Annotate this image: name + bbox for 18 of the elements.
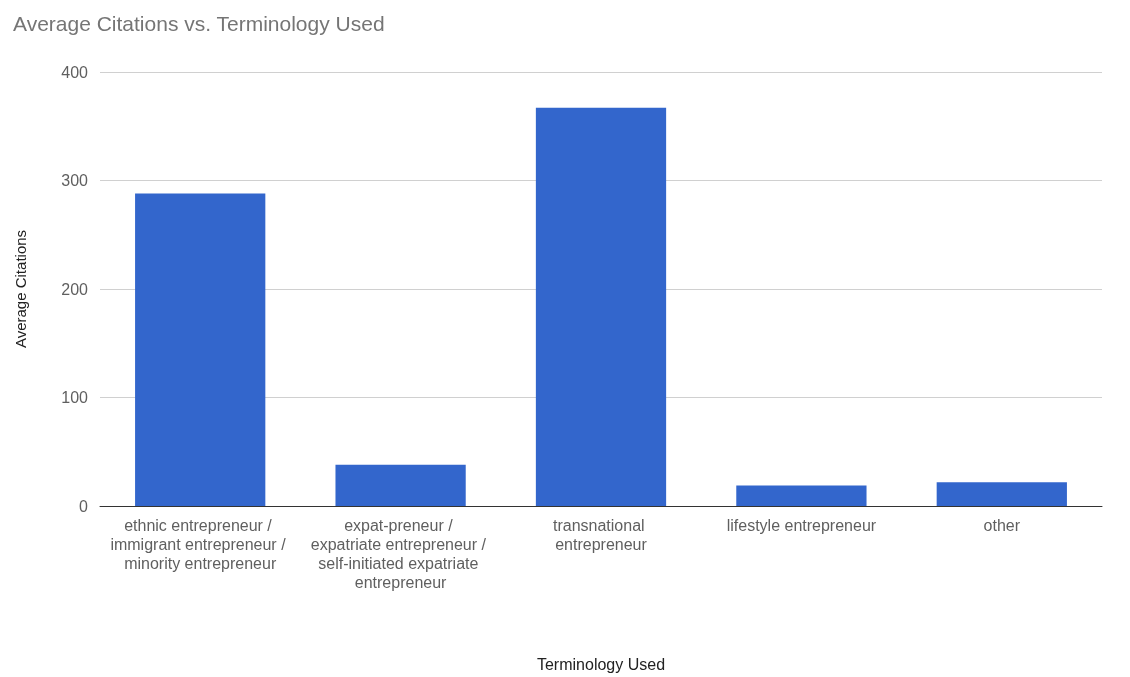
y-tick-label: 200 xyxy=(61,280,89,298)
x-tick-label: lifestyle entrepreneur xyxy=(726,517,877,534)
bar xyxy=(535,107,667,506)
chart-title: Average Citations vs. Terminology Used xyxy=(13,12,385,35)
y-tick-label: 300 xyxy=(61,172,89,189)
bar xyxy=(936,482,1067,506)
x-tick-label: other xyxy=(983,517,1021,534)
x-axis-title: Terminology Used xyxy=(536,655,666,673)
y-axis-title: Average Citations xyxy=(12,229,29,349)
y-tick-label: 100 xyxy=(61,389,89,406)
bar xyxy=(335,464,466,506)
x-tick-label: transnational entrepreneur xyxy=(552,517,650,553)
y-tick-label: 400 xyxy=(61,63,89,81)
x-tick-label: ethnic entrepreneur / immigrant entrepreneur / minority entrepreneur xyxy=(110,517,291,572)
bar xyxy=(736,485,867,506)
x-tick-label: expat-preneur / expatriate entrepreneur / self-initiated expatriate entrepreneur xyxy=(310,517,491,591)
bar xyxy=(135,193,266,506)
y-tick-label: 0 xyxy=(79,497,89,515)
